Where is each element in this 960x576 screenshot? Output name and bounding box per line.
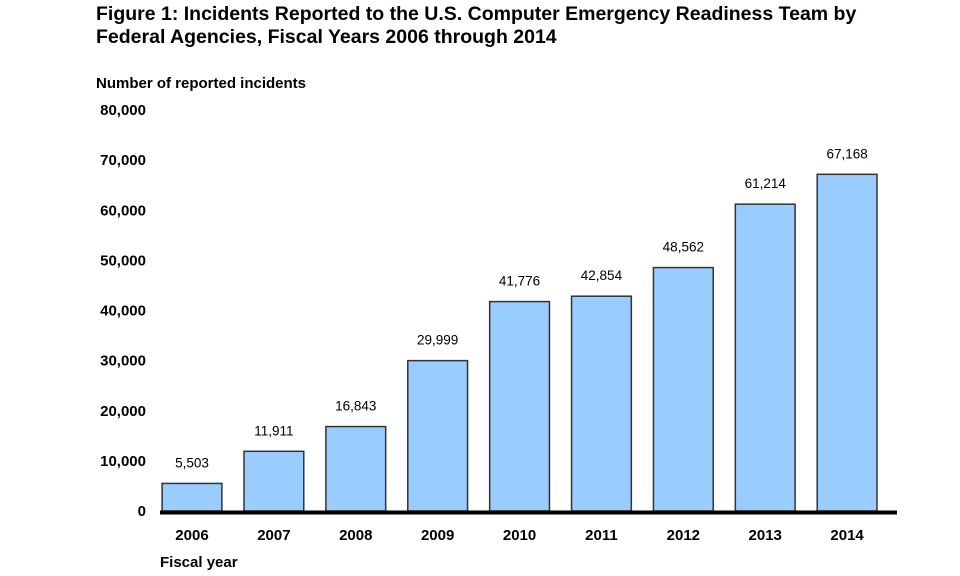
data-label-2014: 67,168 [826, 146, 867, 161]
bars [161, 173, 878, 512]
bar-2009 [407, 359, 469, 512]
y-tick-label: 20,000 [100, 403, 146, 420]
data-label-2007: 11,911 [254, 423, 293, 438]
data-label-2008: 16,843 [335, 399, 376, 414]
bar-2014 [816, 173, 878, 512]
x-tick-label: 2009 [421, 527, 454, 544]
bar-2007 [243, 450, 305, 512]
data-labels: 5,503 11,911 16,843 29,999 41,776 42,854 48,56… [175, 146, 868, 470]
y-tick-label: 50,000 [100, 252, 146, 269]
bar-2008 [325, 425, 387, 512]
x-tick-label: 2012 [667, 527, 700, 544]
x-tick-label: 2008 [339, 527, 372, 544]
chart-title-line-2: Federal Agencies, Fiscal Years 2006 thro… [96, 26, 557, 48]
x-tick-label: 2014 [830, 527, 864, 544]
bar-2013 [734, 203, 796, 512]
chart-title: Figure 1: Incidents Reported to the U.S.… [96, 3, 956, 49]
y-tick-label: 70,000 [100, 152, 146, 169]
y-tick-label: 40,000 [100, 303, 146, 320]
x-tick-label: 2013 [749, 527, 782, 544]
y-tick-label: 30,000 [100, 353, 146, 370]
y-axis-label: Number of reported incidents [96, 75, 306, 92]
bar-2010 [488, 300, 551, 512]
x-axis-ticks: 2006 2007 2008 2009 2010 2011 2012 2013 2014 [175, 527, 864, 544]
y-tick-label: 10,000 [100, 453, 146, 470]
x-tick-label: 2006 [175, 527, 208, 544]
bar-2011 [570, 295, 633, 512]
x-tick-label: 2011 [585, 527, 618, 544]
y-tick-label: 80,000 [100, 102, 146, 119]
y-tick-label: 0 [138, 503, 146, 520]
data-label-2012: 48,562 [663, 240, 704, 255]
data-label-2006: 5,503 [175, 455, 209, 470]
chart-title-line-1: Figure 1: Incidents Reported to the U.S.… [96, 3, 857, 25]
x-tick-label: 2007 [257, 527, 290, 544]
y-tick-label: 60,000 [100, 202, 146, 219]
data-label-2009: 29,999 [417, 333, 458, 348]
x-tick-label: 2010 [503, 527, 536, 544]
bar-2012 [652, 266, 714, 512]
data-label-2011: 42,854 [581, 268, 623, 283]
y-axis-ticks: 0 10,000 20,000 30,000 40,000 50,000 60,000 70,… [100, 102, 146, 520]
x-axis-label: Fiscal year [160, 554, 238, 571]
data-label-2010: 41,776 [499, 274, 540, 289]
bar-2006 [161, 482, 223, 512]
data-label-2013: 61,214 [745, 176, 787, 191]
